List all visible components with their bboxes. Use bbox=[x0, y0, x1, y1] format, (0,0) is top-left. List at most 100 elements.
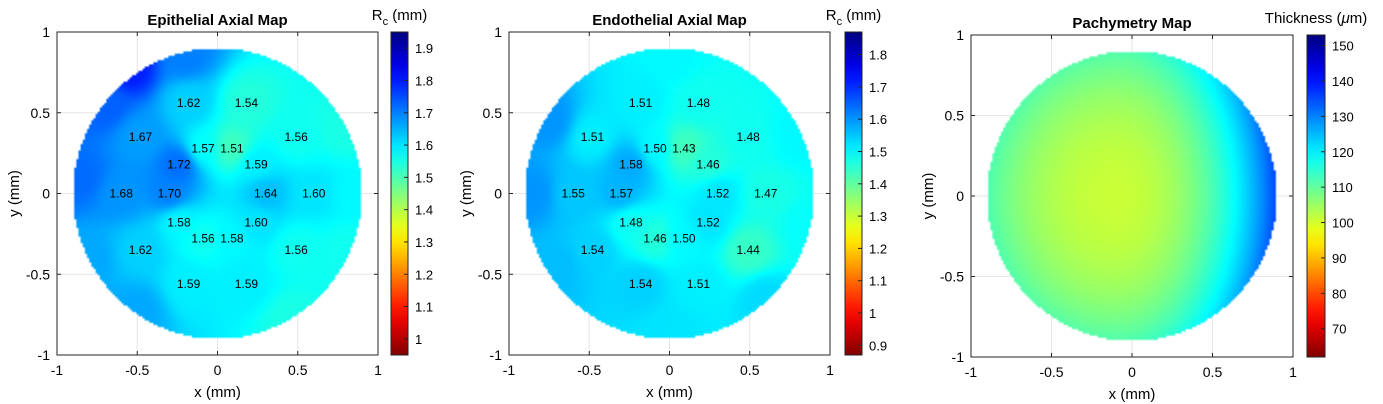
value-label: 1.50 bbox=[672, 232, 696, 246]
x-tick-label: 1 bbox=[374, 362, 382, 378]
colorbar-tick-label: 1.7 bbox=[869, 80, 887, 95]
value-label: 1.59 bbox=[177, 277, 201, 291]
y-tick-label: 0 bbox=[42, 186, 50, 202]
x-axis-label: x (mm) bbox=[194, 384, 241, 401]
value-label: 1.50 bbox=[643, 141, 667, 155]
x-tick-label: -0.5 bbox=[1039, 364, 1063, 380]
value-label: 1.54 bbox=[581, 243, 605, 257]
value-label: 1.57 bbox=[191, 141, 215, 155]
y-tick-label: 1 bbox=[42, 24, 50, 40]
colorbar-tick-label: 150 bbox=[1332, 39, 1354, 54]
x-tick-label: 0.5 bbox=[740, 362, 760, 378]
colorbar bbox=[390, 31, 409, 356]
colorbar-tick-label: 130 bbox=[1332, 109, 1354, 124]
y-axis-label: y (mm) bbox=[6, 170, 23, 217]
y-tick-label: 0.5 bbox=[945, 108, 965, 124]
value-label: 1.52 bbox=[706, 187, 730, 201]
chart-title: Pachymetry Map bbox=[1072, 15, 1191, 32]
heatmap-disk bbox=[509, 32, 830, 355]
y-tick-label: -1 bbox=[490, 347, 503, 363]
heatmap-disk bbox=[57, 32, 378, 355]
x-tick-label: -0.5 bbox=[125, 362, 149, 378]
x-tick-label: -0.5 bbox=[577, 362, 601, 378]
x-tick-label: 0.5 bbox=[1203, 364, 1223, 380]
value-label: 1.44 bbox=[736, 243, 760, 257]
x-axis-label: x (mm) bbox=[1109, 386, 1156, 403]
value-label: 1.60 bbox=[302, 187, 326, 201]
colorbar-tick-label: 1.4 bbox=[415, 203, 433, 218]
value-label: 1.51 bbox=[220, 141, 244, 155]
colorbar-label: Thickness (μm) bbox=[1265, 10, 1367, 27]
value-label: 1.43 bbox=[672, 141, 696, 155]
value-label: 1.68 bbox=[110, 187, 134, 201]
value-label: 1.51 bbox=[629, 96, 653, 110]
y-tick-label: 0 bbox=[956, 188, 964, 204]
value-label: 1.62 bbox=[129, 243, 153, 257]
x-tick-label: 0.5 bbox=[288, 362, 308, 378]
colorbar-tick-label: 1.7 bbox=[415, 106, 433, 121]
y-tick-label: -0.5 bbox=[940, 269, 964, 285]
y-tick-label: -1 bbox=[38, 347, 51, 363]
value-label: 1.47 bbox=[754, 187, 778, 201]
x-axis-label: x (mm) bbox=[646, 384, 693, 401]
colorbar-label: Rc (mm) bbox=[372, 7, 428, 28]
chart-panel-1: -1 -0.5 0 0.5 1 -1 -0.5 0 0.5 1 Epithelial Axial M… bbox=[6, 7, 433, 401]
colorbar-tick-label: 1.3 bbox=[415, 235, 433, 250]
value-label: 1.46 bbox=[643, 232, 667, 246]
colorbar-tick-label: 1.8 bbox=[869, 48, 887, 63]
y-axis-label: y (mm) bbox=[920, 173, 937, 220]
colorbar-tick-label: 100 bbox=[1332, 216, 1354, 231]
value-label: 1.52 bbox=[696, 216, 720, 230]
value-label: 1.58 bbox=[167, 216, 191, 230]
x-tick-label: -1 bbox=[965, 364, 978, 380]
value-label: 1.67 bbox=[129, 130, 153, 144]
value-label: 1.58 bbox=[619, 157, 643, 171]
colorbar-tick-label: 1.8 bbox=[415, 73, 433, 88]
value-label: 1.54 bbox=[235, 96, 259, 110]
colorbar-tick-label: 120 bbox=[1332, 145, 1354, 160]
value-label: 1.59 bbox=[235, 277, 259, 291]
colorbar-tick-label: 1.6 bbox=[869, 112, 887, 127]
colorbar-tick-label: 1.4 bbox=[869, 177, 887, 192]
colorbar-tick-label: 1 bbox=[415, 332, 422, 347]
value-label: 1.70 bbox=[158, 187, 182, 201]
value-label: 1.48 bbox=[687, 96, 711, 110]
value-label: 1.60 bbox=[244, 216, 268, 230]
value-label: 1.56 bbox=[191, 232, 215, 246]
chart-panel-3: -1 -0.5 0 0.5 1 -1 -0.5 0 0.5 1 Pachymetry Map x (m… bbox=[920, 10, 1367, 403]
y-axis-label: y (mm) bbox=[458, 170, 475, 217]
y-tick-label: 0.5 bbox=[31, 105, 51, 121]
colorbar bbox=[1306, 34, 1326, 358]
chart-panel-2: -1 -0.5 0 0.5 1 -1 -0.5 0 0.5 1 Endothelial Axial … bbox=[458, 7, 887, 401]
value-label: 1.56 bbox=[284, 243, 308, 257]
colorbar-tick-label: 1.3 bbox=[869, 209, 887, 224]
colorbar-tick-label: 1.1 bbox=[869, 274, 887, 289]
value-label: 1.55 bbox=[562, 187, 586, 201]
colorbar-tick-label: 1.5 bbox=[869, 145, 887, 160]
y-tick-label: -0.5 bbox=[26, 266, 50, 282]
colorbar-tick-label: 140 bbox=[1332, 74, 1354, 89]
value-label: 1.51 bbox=[687, 277, 711, 291]
x-tick-label: 1 bbox=[826, 362, 834, 378]
y-tick-label: -1 bbox=[952, 349, 965, 365]
colorbar-tick-label: 0.9 bbox=[869, 338, 887, 353]
colorbar-tick-label: 1.5 bbox=[415, 170, 433, 185]
value-label: 1.56 bbox=[284, 130, 308, 144]
value-label: 1.57 bbox=[610, 187, 634, 201]
value-label: 1.48 bbox=[736, 130, 760, 144]
value-label: 1.54 bbox=[629, 277, 653, 291]
colorbar-tick-label: 1.1 bbox=[415, 300, 433, 315]
value-label: 1.59 bbox=[244, 157, 268, 171]
value-label: 1.72 bbox=[167, 157, 191, 171]
value-label: 1.62 bbox=[177, 96, 201, 110]
value-label: 1.51 bbox=[581, 130, 605, 144]
y-tick-label: 0.5 bbox=[483, 105, 503, 121]
colorbar-tick-label: 80 bbox=[1332, 286, 1346, 301]
x-tick-label: -1 bbox=[51, 362, 64, 378]
x-tick-label: 0 bbox=[666, 362, 674, 378]
value-label: 1.64 bbox=[254, 187, 278, 201]
colorbar-tick-label: 1.2 bbox=[869, 241, 887, 256]
colorbar-tick-label: 1.9 bbox=[415, 41, 433, 56]
colorbar-label: Rc (mm) bbox=[826, 7, 882, 28]
